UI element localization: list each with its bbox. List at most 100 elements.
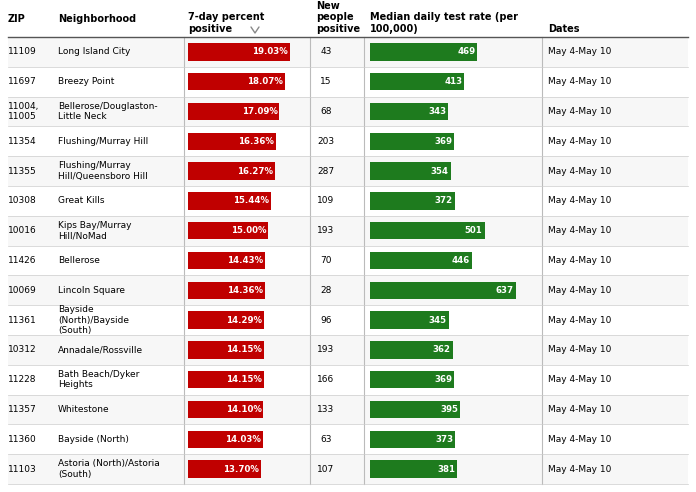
Text: Lincoln Square: Lincoln Square <box>58 286 125 295</box>
Text: 14.03%: 14.03% <box>226 435 261 444</box>
Bar <box>8 246 688 276</box>
Bar <box>188 401 263 418</box>
Text: Flushing/Murray
Hill/Queensboro Hill: Flushing/Murray Hill/Queensboro Hill <box>58 161 148 181</box>
Text: Neighborhood: Neighborhood <box>58 14 136 24</box>
Bar <box>370 162 451 180</box>
Bar <box>188 192 271 210</box>
Text: New
people
positive: New people positive <box>316 1 360 34</box>
Text: 287: 287 <box>317 167 335 176</box>
Text: May 4-May 10: May 4-May 10 <box>548 345 611 354</box>
Bar <box>188 103 279 120</box>
Bar <box>8 276 688 305</box>
Text: 501: 501 <box>465 226 482 235</box>
Bar <box>188 162 275 180</box>
Text: May 4-May 10: May 4-May 10 <box>548 77 611 86</box>
Text: Bellerose: Bellerose <box>58 256 100 265</box>
Text: 193: 193 <box>317 345 335 354</box>
Text: 203: 203 <box>317 137 335 146</box>
Bar <box>188 73 285 91</box>
Text: 14.43%: 14.43% <box>227 256 263 265</box>
Bar <box>370 371 454 388</box>
Text: May 4-May 10: May 4-May 10 <box>548 405 611 414</box>
Bar <box>188 133 276 150</box>
Text: 446: 446 <box>452 256 470 265</box>
Text: ZIP: ZIP <box>8 14 26 24</box>
Text: 345: 345 <box>429 315 447 325</box>
Text: May 4-May 10: May 4-May 10 <box>548 256 611 265</box>
Bar <box>8 454 688 484</box>
Bar <box>370 430 455 448</box>
Bar <box>188 430 263 448</box>
Bar <box>8 186 688 216</box>
Text: Median daily test rate (per
100,000): Median daily test rate (per 100,000) <box>370 12 518 34</box>
Bar <box>188 311 264 329</box>
Text: May 4-May 10: May 4-May 10 <box>548 375 611 384</box>
Text: Breezy Point: Breezy Point <box>58 77 114 86</box>
Text: 16.36%: 16.36% <box>237 137 274 146</box>
Text: 15.00%: 15.00% <box>231 226 267 235</box>
Bar <box>8 395 688 425</box>
Text: 15.44%: 15.44% <box>232 196 269 205</box>
Text: 19.03%: 19.03% <box>252 47 288 57</box>
Text: 11697: 11697 <box>8 77 37 86</box>
Bar <box>370 103 448 120</box>
Text: 11357: 11357 <box>8 405 37 414</box>
Text: 11360: 11360 <box>8 435 37 444</box>
Text: Long Island City: Long Island City <box>58 47 130 57</box>
Bar <box>8 335 688 365</box>
Bar <box>8 67 688 96</box>
Text: 11354: 11354 <box>8 137 37 146</box>
Text: 14.15%: 14.15% <box>226 375 262 384</box>
Text: May 4-May 10: May 4-May 10 <box>548 464 611 474</box>
Text: May 4-May 10: May 4-May 10 <box>548 107 611 116</box>
Text: 15: 15 <box>320 77 332 86</box>
Bar <box>370 192 455 210</box>
Bar <box>188 461 261 478</box>
Text: 11109: 11109 <box>8 47 37 57</box>
Text: May 4-May 10: May 4-May 10 <box>548 315 611 325</box>
Bar <box>188 371 264 388</box>
Bar <box>8 305 688 335</box>
Bar <box>370 281 516 299</box>
Text: 16.27%: 16.27% <box>237 167 273 176</box>
Text: May 4-May 10: May 4-May 10 <box>548 435 611 444</box>
Bar <box>188 222 268 239</box>
Text: 369: 369 <box>434 137 452 146</box>
Text: 166: 166 <box>317 375 335 384</box>
Bar <box>8 37 688 67</box>
Bar <box>8 425 688 454</box>
Text: 373: 373 <box>435 435 453 444</box>
Text: 193: 193 <box>317 226 335 235</box>
Text: May 4-May 10: May 4-May 10 <box>548 286 611 295</box>
Text: Bellerose/Douglaston-
Little Neck: Bellerose/Douglaston- Little Neck <box>58 102 157 121</box>
Text: 10312: 10312 <box>8 345 37 354</box>
Text: 109: 109 <box>317 196 335 205</box>
Bar <box>370 341 452 359</box>
Text: Whitestone: Whitestone <box>58 405 110 414</box>
Text: Kips Bay/Murray
Hill/NoMad: Kips Bay/Murray Hill/NoMad <box>58 221 132 241</box>
Bar <box>8 365 688 395</box>
Text: 11004,
11005: 11004, 11005 <box>8 102 40 121</box>
Text: 469: 469 <box>457 47 475 57</box>
Text: May 4-May 10: May 4-May 10 <box>548 226 611 235</box>
Bar <box>370 133 454 150</box>
Bar <box>370 252 472 269</box>
Text: May 4-May 10: May 4-May 10 <box>548 47 611 57</box>
Text: May 4-May 10: May 4-May 10 <box>548 196 611 205</box>
Text: Bath Beach/Dyker
Heights: Bath Beach/Dyker Heights <box>58 370 139 389</box>
Bar <box>370 73 464 91</box>
Text: 10016: 10016 <box>8 226 37 235</box>
Text: 369: 369 <box>434 375 452 384</box>
Text: 14.10%: 14.10% <box>226 405 262 414</box>
Bar <box>188 252 265 269</box>
Text: 413: 413 <box>444 77 462 86</box>
Text: 107: 107 <box>317 464 335 474</box>
Text: 362: 362 <box>433 345 451 354</box>
Bar <box>188 281 264 299</box>
Text: 133: 133 <box>317 405 335 414</box>
Text: Bayside
(North)/Bayside
(South): Bayside (North)/Bayside (South) <box>58 305 129 335</box>
Bar <box>8 96 688 126</box>
Bar <box>8 126 688 156</box>
Text: 96: 96 <box>320 315 332 325</box>
Bar <box>188 341 264 359</box>
